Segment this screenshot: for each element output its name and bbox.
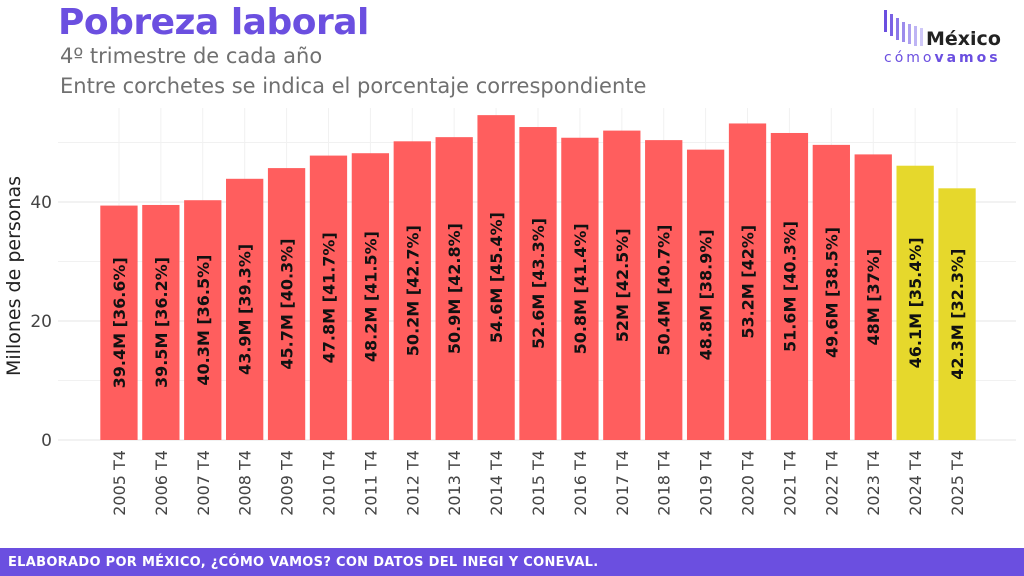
footer-banner: ELABORADO POR MÉXICO, ¿CÓMO VAMOS? CON D… bbox=[0, 548, 1024, 576]
bar-layer bbox=[100, 115, 976, 441]
bar-value-label: 52.6M [43.3%] bbox=[529, 218, 548, 349]
x-tick-label: 2025 T4 bbox=[948, 450, 967, 516]
x-tick-label: 2019 T4 bbox=[697, 450, 716, 516]
x-tick-label: 2014 T4 bbox=[487, 450, 506, 516]
bar bbox=[184, 200, 222, 440]
bar-value-label: 39.5M [36.2%] bbox=[152, 257, 171, 388]
x-tick-label: 2006 T4 bbox=[152, 450, 171, 516]
bar-value-label: 53.2M [42%] bbox=[739, 225, 758, 339]
page-title: Pobreza laboral bbox=[58, 2, 369, 43]
bar-value-label: 50.9M [42.8%] bbox=[445, 223, 464, 354]
bar bbox=[938, 188, 976, 440]
logo-tagline-bold: vamos bbox=[934, 50, 1001, 66]
bar bbox=[267, 168, 306, 440]
y-tick-label: 20 bbox=[30, 312, 52, 332]
x-tick-label: 2016 T4 bbox=[571, 450, 590, 516]
subtitle-line-2: Entre corchetes se indica el porcentaje … bbox=[60, 74, 647, 98]
x-tick-label: 2009 T4 bbox=[278, 450, 297, 516]
bar-value-label: 45.7M [40.3%] bbox=[278, 238, 297, 369]
bar-chart: 39.4M [36.6%] 39.5M [36.2%] 40.3M [36.5%] 4… bbox=[3, 108, 1016, 516]
bar bbox=[435, 137, 473, 440]
x-tick-label: 2022 T4 bbox=[822, 450, 841, 516]
x-tick-label: 2012 T4 bbox=[403, 450, 422, 516]
bar bbox=[142, 204, 180, 440]
bar bbox=[854, 154, 892, 440]
y-tick-label: 40 bbox=[30, 193, 52, 213]
footer-credit: ELABORADO POR MÉXICO, ¿CÓMO VAMOS? CON D… bbox=[8, 555, 599, 570]
x-tick-label: 2015 T4 bbox=[529, 450, 548, 516]
x-tick-label: 2007 T4 bbox=[194, 450, 213, 516]
bar-value-label: 40.3M [36.5%] bbox=[194, 255, 213, 386]
bar bbox=[896, 165, 934, 440]
logo-bars-icon bbox=[884, 10, 923, 46]
x-tick-label: 2017 T4 bbox=[613, 450, 632, 516]
bar-value-label: 52M [42.5%] bbox=[613, 228, 632, 342]
bar-value-label: 54.6M [45.4%] bbox=[487, 212, 506, 343]
x-tick-label: 2011 T4 bbox=[361, 450, 380, 516]
bar-value-label: 48.8M [38.9%] bbox=[697, 229, 716, 360]
logo-tagline-light: cómo bbox=[884, 50, 935, 66]
bar bbox=[603, 130, 641, 440]
x-tick-label: 2021 T4 bbox=[780, 450, 799, 516]
bar bbox=[770, 132, 809, 441]
x-tick-label: 2005 T4 bbox=[110, 450, 129, 516]
x-tick-label: 2024 T4 bbox=[906, 450, 925, 516]
mexico-como-vamos-logo: México cómovamos bbox=[880, 8, 1010, 68]
x-tick-label: 2020 T4 bbox=[739, 450, 758, 516]
bar-value-label: 50.8M [41.4%] bbox=[571, 223, 590, 354]
bar-value-label: 50.2M [42.7%] bbox=[403, 225, 422, 356]
data-label-layer: 39.4M [36.6%] 39.5M [36.2%] 40.3M [36.5%] 4… bbox=[110, 212, 967, 388]
y-axis-title: Millones de personas bbox=[3, 176, 25, 376]
y-tick-label: 0 bbox=[41, 431, 52, 451]
bar bbox=[477, 115, 515, 440]
x-tick-label: 2013 T4 bbox=[445, 450, 464, 516]
bar-value-label: 47.8M [41.7%] bbox=[319, 232, 338, 363]
bar bbox=[100, 205, 138, 440]
x-tick-label: 2008 T4 bbox=[236, 450, 255, 516]
bar bbox=[645, 140, 683, 440]
bar-value-label: 42.3M [32.3%] bbox=[948, 249, 967, 380]
bar bbox=[519, 127, 557, 440]
bar bbox=[226, 178, 264, 441]
bar bbox=[812, 144, 850, 440]
x-tick-label: 2010 T4 bbox=[319, 450, 338, 516]
bar-value-label: 43.9M [39.3%] bbox=[236, 244, 255, 375]
bar-value-label: 46.1M [35.4%] bbox=[906, 237, 925, 368]
bar bbox=[686, 149, 725, 440]
bar-value-label: 48.2M [41.5%] bbox=[361, 231, 380, 362]
bar-value-label: 48M [37%] bbox=[864, 249, 883, 346]
bar-value-label: 49.6M [38.5%] bbox=[822, 227, 841, 358]
x-tick-label: 2023 T4 bbox=[864, 450, 883, 516]
y-axis: 0 20 40 bbox=[30, 193, 52, 451]
bar bbox=[351, 153, 390, 440]
bar bbox=[309, 155, 348, 440]
logo-tagline: cómovamos bbox=[884, 50, 1001, 66]
x-tick-label: 2018 T4 bbox=[655, 450, 674, 516]
bar-value-label: 51.6M [40.3%] bbox=[780, 221, 799, 352]
bar bbox=[393, 141, 431, 440]
subtitle-line-1: 4º trimestre de cada año bbox=[60, 44, 323, 68]
bar-value-label: 50.4M [40.7%] bbox=[655, 225, 674, 356]
logo-wordmark: México bbox=[926, 28, 1001, 50]
bar bbox=[728, 123, 767, 441]
x-axis: 2005 T4 2006 T4 2007 T4 2008 T4 2009 T4 2010 … bbox=[110, 450, 967, 516]
bar bbox=[561, 137, 599, 441]
bar-value-label: 39.4M [36.6%] bbox=[110, 257, 129, 388]
